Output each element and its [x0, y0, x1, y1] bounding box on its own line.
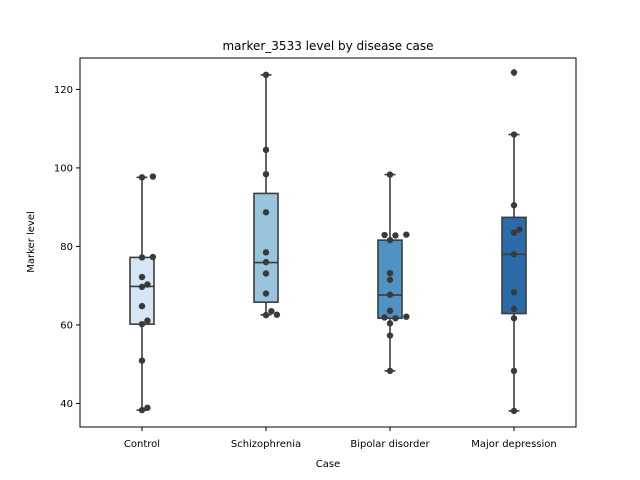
x-tick-label: Control [124, 439, 160, 450]
data-point [510, 69, 518, 76]
data-point [262, 311, 270, 319]
box-group [129, 176, 155, 411]
data-point [386, 291, 394, 298]
data-point [149, 173, 157, 180]
data-point [262, 270, 270, 277]
data-point [386, 332, 394, 339]
y-tick-label: 80 [60, 242, 73, 253]
data-point [138, 320, 146, 328]
data-point [381, 231, 388, 239]
box [129, 256, 155, 325]
data-point [144, 317, 151, 324]
data-point [386, 276, 394, 283]
data-point [262, 170, 270, 178]
data-point [138, 302, 146, 310]
data-point [510, 202, 518, 209]
data-point [403, 313, 410, 320]
data-point [386, 269, 394, 277]
plot-frame [79, 57, 577, 428]
data-point [386, 236, 394, 244]
box-group [501, 68, 527, 412]
chart-title: marker_3533 level by disease case [222, 39, 433, 53]
data-point [262, 290, 270, 297]
plot-area [129, 68, 527, 415]
data-point [510, 289, 518, 296]
data-point [510, 229, 518, 236]
x-tick-label: Bipolar disorder [350, 439, 430, 450]
data-point [262, 209, 270, 216]
data-point [262, 249, 270, 256]
data-point [386, 320, 394, 327]
y-tick-label: 100 [54, 163, 73, 174]
data-point [510, 367, 518, 375]
data-point [144, 281, 151, 288]
x-axis: Control Schizophrenia Bipolar disorder Majo… [124, 427, 557, 450]
y-tick-label: 120 [54, 85, 73, 96]
data-point [392, 315, 399, 322]
data-point [510, 407, 518, 415]
data-point [510, 305, 518, 313]
y-axis-title: Marker level [26, 211, 37, 273]
data-point [262, 258, 270, 266]
data-point [138, 406, 146, 414]
y-tick-label: 40 [60, 399, 73, 410]
data-point [138, 254, 146, 261]
data-point [386, 171, 394, 178]
data-point [516, 226, 523, 233]
data-point [510, 315, 518, 322]
data-point [510, 131, 518, 138]
data-point [138, 283, 146, 291]
data-point [138, 357, 146, 364]
data-point [386, 307, 394, 315]
data-point [149, 253, 157, 261]
data-point [138, 273, 146, 281]
box-group [377, 173, 403, 372]
data-point [510, 251, 518, 258]
y-tick-label: 60 [60, 320, 73, 331]
data-point [268, 307, 275, 315]
data-point [392, 232, 399, 239]
x-axis-title: Case [316, 459, 340, 470]
x-tick-label: Schizophrenia [231, 439, 301, 450]
data-point [138, 174, 146, 181]
data-point [144, 404, 151, 411]
box-group [253, 74, 279, 316]
y-axis: 40 60 80 100 120 [54, 85, 80, 410]
data-point [386, 367, 394, 375]
data-point [381, 314, 388, 321]
data-point [262, 71, 270, 79]
data-point [273, 311, 281, 318]
x-tick-label: Major depression [471, 439, 557, 450]
data-point [403, 231, 410, 238]
data-point [262, 146, 270, 154]
